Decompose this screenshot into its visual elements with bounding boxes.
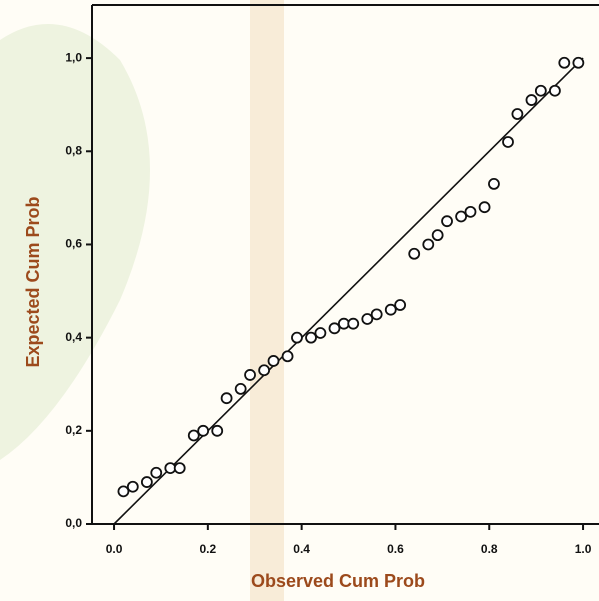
point [175, 463, 185, 473]
y-tick-label: 0,6 [65, 237, 82, 251]
y-tick-label: 0,2 [65, 423, 82, 437]
chart: 0,0 0,2 0,4 0,6 0,8 1,0 0.0 0.2 0.4 0.6 0.8 1.0 Obs… [0, 0, 599, 601]
y-axis-title: Expected Cum Prob [23, 196, 43, 367]
point [465, 207, 475, 217]
y-tick-label: 1,0 [65, 50, 82, 64]
x-tick-label: 0.6 [387, 542, 404, 556]
point [395, 300, 405, 310]
point [442, 216, 452, 226]
point [433, 230, 443, 240]
point [489, 179, 499, 189]
point [512, 109, 522, 119]
point [526, 95, 536, 105]
point [151, 468, 161, 478]
point [128, 482, 138, 492]
point [189, 430, 199, 440]
point [269, 356, 279, 366]
point [236, 384, 246, 394]
point [362, 314, 372, 324]
watermark [250, 0, 284, 601]
y-tick-label: 0,4 [65, 330, 82, 344]
x-tick-label: 0.2 [200, 542, 217, 556]
point [259, 365, 269, 375]
point [283, 351, 293, 361]
x-tick-label: 0.8 [481, 542, 498, 556]
point [409, 249, 419, 259]
point [142, 477, 152, 487]
point [198, 426, 208, 436]
x-axis-title: Observed Cum Prob [251, 571, 425, 591]
point [329, 323, 339, 333]
point [456, 212, 466, 222]
point [423, 239, 433, 249]
point [245, 370, 255, 380]
point [222, 393, 232, 403]
point [292, 333, 302, 343]
point [348, 319, 358, 329]
y-tick-label: 0,0 [65, 516, 82, 530]
y-tick-label: 0,8 [65, 143, 82, 157]
point [550, 86, 560, 96]
point [480, 202, 490, 212]
x-tick-label: 1.0 [575, 542, 592, 556]
point [212, 426, 222, 436]
point [372, 309, 382, 319]
point [315, 328, 325, 338]
point [536, 86, 546, 96]
point [573, 58, 583, 68]
point [503, 137, 513, 147]
x-tick-label: 0.4 [293, 542, 310, 556]
x-tick-label: 0.0 [106, 542, 123, 556]
point [559, 58, 569, 68]
point [118, 486, 128, 496]
point [306, 333, 316, 343]
point [386, 305, 396, 315]
